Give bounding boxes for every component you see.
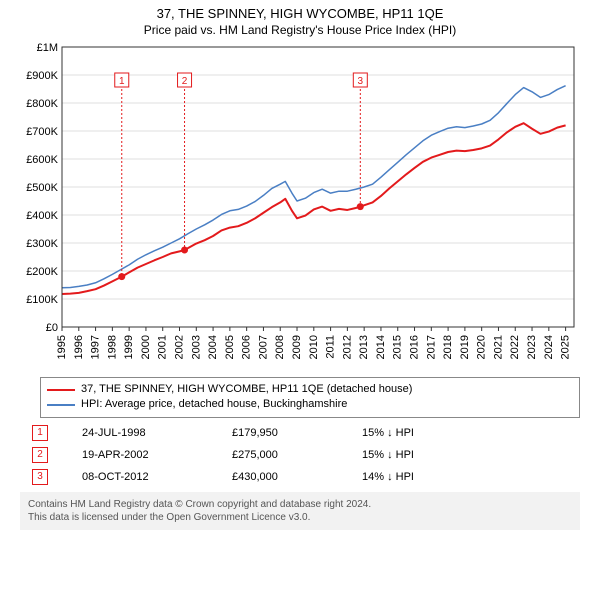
legend-swatch xyxy=(47,404,75,406)
chart-area: £0 £100K £200K £300K £400K £500K £600K £700K £80… xyxy=(20,41,580,371)
svg-text:£300K: £300K xyxy=(26,238,58,250)
svg-text:2019: 2019 xyxy=(459,335,471,359)
svg-text:£800K: £800K xyxy=(26,98,58,110)
svg-text:2013: 2013 xyxy=(358,335,370,359)
svg-text:2017: 2017 xyxy=(425,335,437,359)
sales-diff: 15% ↓ HPI xyxy=(362,449,482,461)
svg-text:2023: 2023 xyxy=(526,335,538,359)
svg-text:1996: 1996 xyxy=(73,335,85,359)
svg-text:£200K: £200K xyxy=(26,266,58,278)
sales-price: £179,950 xyxy=(232,427,362,439)
svg-text:1: 1 xyxy=(119,76,125,87)
svg-text:2003: 2003 xyxy=(190,335,202,359)
svg-text:£400K: £400K xyxy=(26,210,58,222)
svg-text:1997: 1997 xyxy=(90,335,102,359)
svg-text:2004: 2004 xyxy=(207,335,219,359)
footer-line-2: This data is licensed under the Open Gov… xyxy=(28,511,572,524)
svg-text:2024: 2024 xyxy=(543,335,555,359)
svg-text:2: 2 xyxy=(182,76,188,87)
svg-text:£700K: £700K xyxy=(26,126,58,138)
svg-text:2014: 2014 xyxy=(375,335,387,359)
legend: 37, THE SPINNEY, HIGH WYCOMBE, HP11 1QE … xyxy=(40,377,580,418)
footer-note: Contains HM Land Registry data © Crown c… xyxy=(20,492,580,530)
chart-subtitle: Price paid vs. HM Land Registry's House … xyxy=(0,21,600,41)
svg-text:2025: 2025 xyxy=(560,335,572,359)
legend-item: HPI: Average price, detached house, Buck… xyxy=(47,397,573,412)
legend-item: 37, THE SPINNEY, HIGH WYCOMBE, HP11 1QE … xyxy=(47,382,573,397)
svg-text:2018: 2018 xyxy=(442,335,454,359)
sales-row: 2 19-APR-2002£275,00015% ↓ HPI xyxy=(20,444,580,466)
svg-text:2022: 2022 xyxy=(509,335,521,359)
line-chart-svg: £0 £100K £200K £300K £400K £500K £600K £700K £80… xyxy=(20,41,580,371)
svg-text:£500K: £500K xyxy=(26,182,58,194)
sales-price: £430,000 xyxy=(232,471,362,483)
sales-date: 19-APR-2002 xyxy=(82,449,232,461)
svg-text:2020: 2020 xyxy=(476,335,488,359)
svg-text:2007: 2007 xyxy=(257,335,269,359)
svg-text:2016: 2016 xyxy=(409,335,421,359)
svg-text:2006: 2006 xyxy=(241,335,253,359)
svg-text:2015: 2015 xyxy=(392,335,404,359)
svg-text:£1M: £1M xyxy=(37,42,58,54)
svg-text:2021: 2021 xyxy=(492,335,504,359)
svg-text:£900K: £900K xyxy=(26,70,58,82)
svg-text:2010: 2010 xyxy=(308,335,320,359)
sales-diff: 15% ↓ HPI xyxy=(362,427,482,439)
svg-text:1995: 1995 xyxy=(56,335,68,359)
svg-text:2005: 2005 xyxy=(224,335,236,359)
sales-row: 3 08-OCT-2012£430,00014% ↓ HPI xyxy=(20,466,580,488)
sales-diff: 14% ↓ HPI xyxy=(362,471,482,483)
sales-marker: 2 xyxy=(32,447,48,463)
sales-row: 1 24-JUL-1998£179,95015% ↓ HPI xyxy=(20,422,580,444)
svg-text:2001: 2001 xyxy=(157,335,169,359)
sales-date: 08-OCT-2012 xyxy=(82,471,232,483)
sales-date: 24-JUL-1998 xyxy=(82,427,232,439)
sales-marker: 3 xyxy=(32,469,48,485)
sales-marker: 1 xyxy=(32,425,48,441)
legend-label: 37, THE SPINNEY, HIGH WYCOMBE, HP11 1QE … xyxy=(81,382,412,397)
svg-text:1999: 1999 xyxy=(123,335,135,359)
svg-text:£600K: £600K xyxy=(26,154,58,166)
sales-table: 1 24-JUL-1998£179,95015% ↓ HPI 2 19-APR-200… xyxy=(20,422,580,488)
footer-line-1: Contains HM Land Registry data © Crown c… xyxy=(28,498,572,511)
svg-text:2011: 2011 xyxy=(325,335,337,359)
legend-swatch xyxy=(47,389,75,391)
svg-text:£0: £0 xyxy=(46,322,58,334)
svg-text:3: 3 xyxy=(358,76,364,87)
chart-title: 37, THE SPINNEY, HIGH WYCOMBE, HP11 1QE xyxy=(0,0,600,21)
svg-text:2012: 2012 xyxy=(341,335,353,359)
svg-text:2002: 2002 xyxy=(174,335,186,359)
svg-text:2008: 2008 xyxy=(274,335,286,359)
legend-label: HPI: Average price, detached house, Buck… xyxy=(81,397,347,412)
svg-text:1998: 1998 xyxy=(106,335,118,359)
sales-price: £275,000 xyxy=(232,449,362,461)
svg-text:2009: 2009 xyxy=(291,335,303,359)
svg-text:2000: 2000 xyxy=(140,335,152,359)
svg-text:£100K: £100K xyxy=(26,294,58,306)
